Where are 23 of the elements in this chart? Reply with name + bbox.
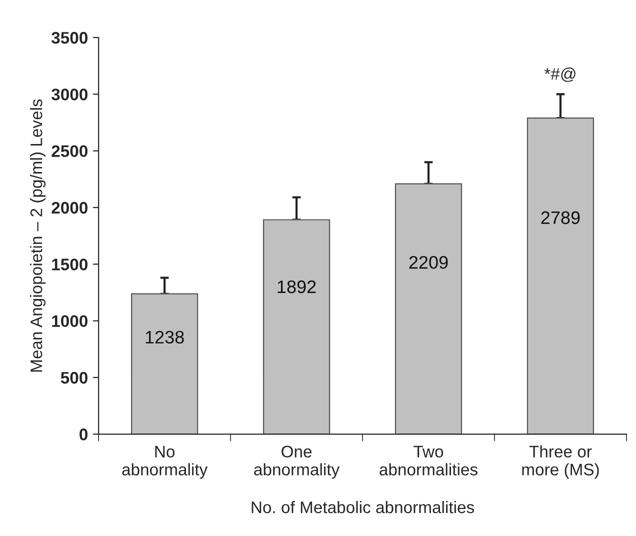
y-tick-label: 2000	[52, 202, 88, 214]
data-label: 1238	[146, 330, 184, 344]
y-tick-label: 0	[80, 428, 88, 440]
data-label: 2789	[541, 211, 580, 224]
x-tick-label: No abnormality	[122, 446, 208, 479]
bar	[526, 118, 594, 434]
y-tick-label: 500	[60, 372, 88, 384]
x-axis-title: No. of Metabolic abnormalities	[252, 500, 474, 514]
x-tick-label: Three or more (MS)	[522, 445, 599, 479]
bar	[262, 219, 330, 434]
bar	[131, 293, 198, 434]
y-tick-label: 1000	[52, 315, 88, 328]
x-tick-label: One abnormality	[254, 446, 340, 479]
y-axis-title: Mean Angiopoietin – 2 (pg/ml) Levels	[30, 99, 46, 372]
x-tick-label: Two abnormalities	[380, 446, 478, 476]
data-label: 1892	[278, 280, 316, 294]
y-tick-label: 1500	[52, 258, 88, 270]
y-tick-label: 3000	[51, 88, 88, 100]
data-label: 2209	[409, 256, 448, 269]
annotation: *#@	[544, 68, 576, 82]
y-tick-label: 2500	[52, 145, 88, 158]
y-tick-label: 3500	[51, 32, 88, 44]
bar	[394, 183, 462, 434]
